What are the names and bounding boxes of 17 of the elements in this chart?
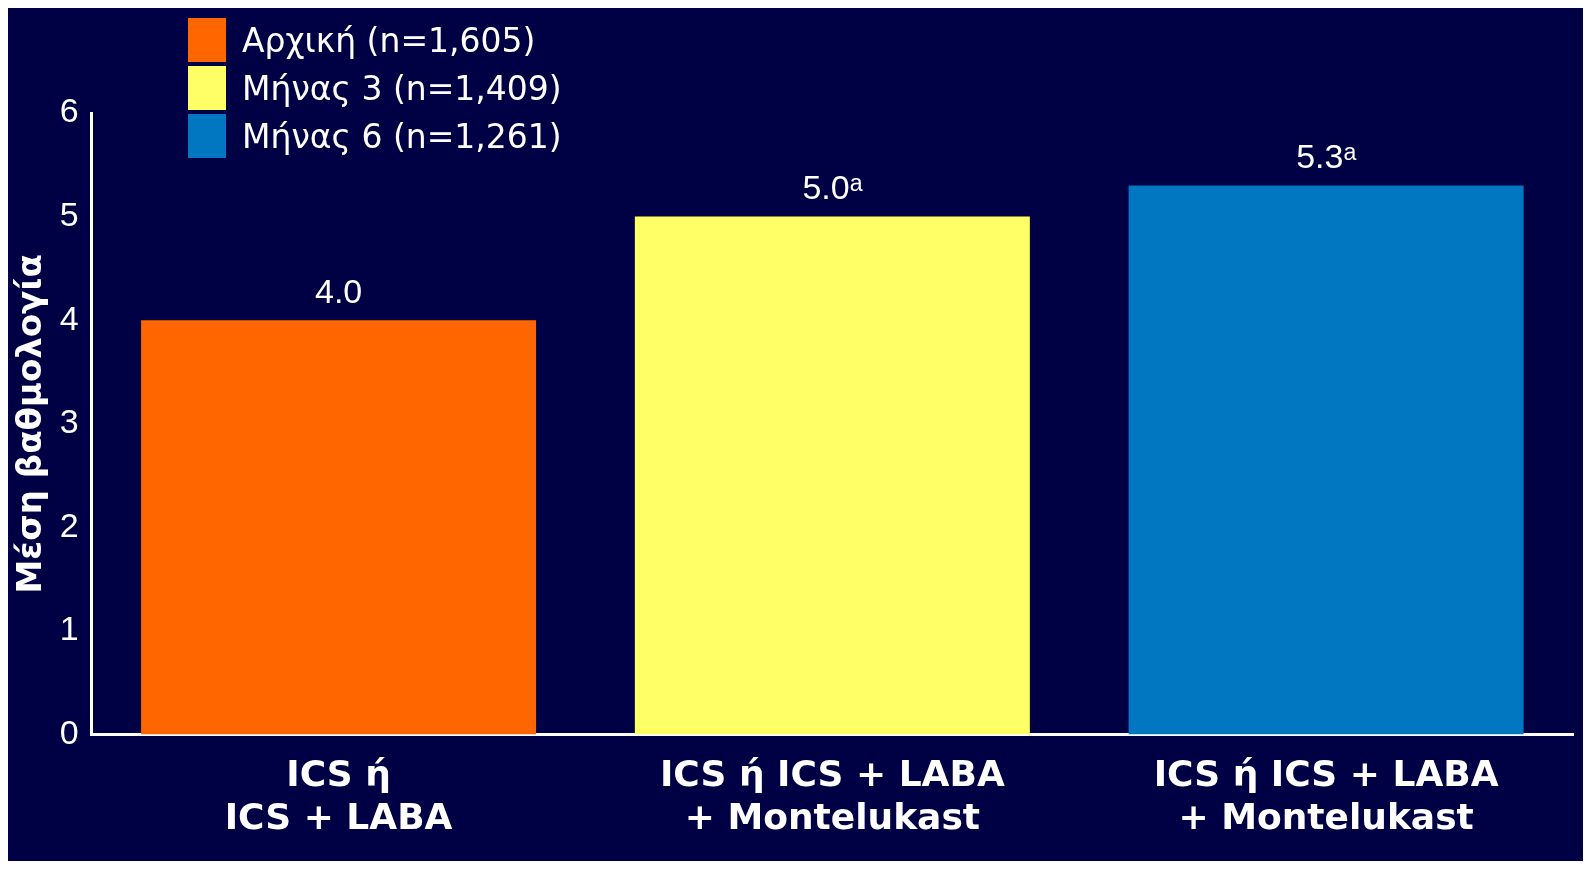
legend-label: Αρχική (n=1,605) bbox=[242, 20, 536, 60]
y-tick-label: 0 bbox=[59, 712, 79, 751]
y-tick-label: 1 bbox=[59, 609, 79, 648]
legend-label: Μήνας 3 (n=1,409) bbox=[242, 68, 562, 108]
x-tick-label: ICS ή ICS + LABA + Montelukast bbox=[1153, 752, 1499, 837]
y-tick-label: 3 bbox=[59, 402, 79, 441]
y-tick-label: 6 bbox=[59, 91, 79, 130]
x-tick-label: ICS ή ICS + LABA bbox=[224, 752, 453, 837]
data-label: 4.0 bbox=[314, 271, 363, 310]
y-tick-label: 5 bbox=[59, 194, 79, 233]
x-tick-label: ICS ή ICS + LABA + Montelukast bbox=[659, 752, 1005, 837]
legend-label: Μήνας 6 (n=1,261) bbox=[242, 116, 562, 156]
y-axis-title: Μέση βαθμολογία bbox=[9, 254, 50, 594]
data-label: 5.0ᵃ bbox=[802, 167, 863, 206]
data-label: 5.3ᵃ bbox=[1296, 136, 1357, 175]
y-tick-label: 2 bbox=[59, 505, 79, 544]
y-tick-label: 4 bbox=[59, 298, 79, 337]
